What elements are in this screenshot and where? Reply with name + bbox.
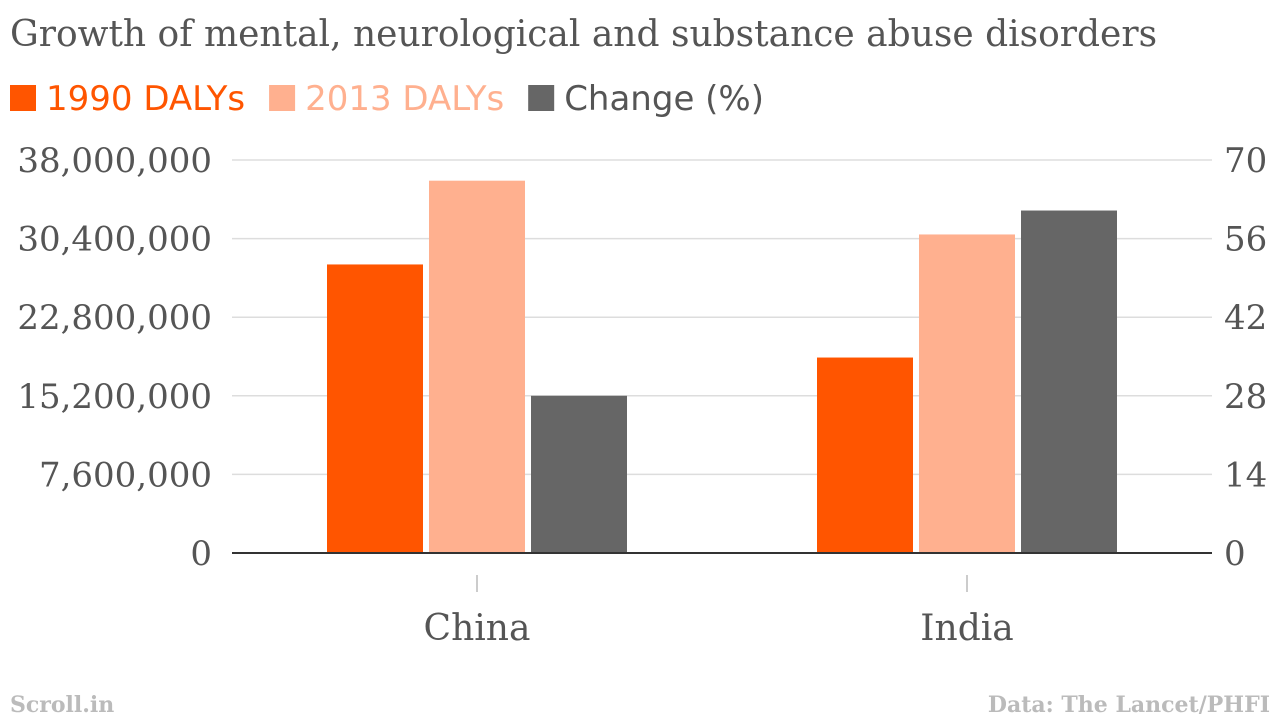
bar-china-1990-dalys (327, 264, 423, 553)
left-axis-tick-labels: 0 7,600,000 15,200,000 22,800,000 30,400,000… (17, 141, 212, 574)
left-tick-label: 38,000,000 (17, 141, 212, 181)
bar-india-2013-dalys (919, 234, 1015, 553)
legend-swatch-1990-dalys (10, 85, 36, 111)
legend-label-1990-dalys: 1990 DALYs (46, 79, 245, 119)
left-tick-label: 7,600,000 (39, 455, 212, 495)
bars (327, 180, 1117, 553)
left-tick-label: 22,800,000 (17, 298, 212, 338)
right-tick-label: 28 (1224, 377, 1267, 417)
right-tick-label: 42 (1224, 298, 1267, 338)
legend-label-2013-dalys: 2013 DALYs (305, 79, 504, 119)
bar-india-1990-dalys (817, 357, 913, 553)
right-tick-label: 14 (1224, 455, 1267, 495)
legend-swatch-2013-dalys (269, 85, 296, 111)
right-axis-tick-labels: 0 14 28 42 56 70 (1224, 141, 1267, 574)
right-tick-label: 70 (1224, 141, 1267, 181)
legend: 1990 DALYs 2013 DALYs Change (%) (10, 79, 764, 119)
bar-india-change (1021, 210, 1117, 553)
left-tick-label: 30,400,000 (17, 220, 212, 260)
category-label-china: China (424, 608, 531, 649)
category-labels: China India (424, 575, 1014, 649)
legend-label-change: Change (%) (564, 79, 764, 119)
category-label-india: India (920, 608, 1013, 649)
chart-title: Growth of mental, neurological and subst… (10, 14, 1157, 55)
left-tick-label: 15,200,000 (17, 377, 212, 417)
right-tick-label: 0 (1224, 534, 1246, 574)
right-tick-label: 56 (1224, 220, 1267, 260)
bar-china-2013-dalys (429, 180, 525, 553)
footer-source-left: Scroll.in (10, 692, 114, 718)
footer-source-right: Data: The Lancet/PHFI (988, 692, 1270, 718)
left-tick-label: 0 (190, 534, 212, 574)
legend-swatch-change (528, 85, 555, 111)
bar-china-change (531, 395, 627, 553)
